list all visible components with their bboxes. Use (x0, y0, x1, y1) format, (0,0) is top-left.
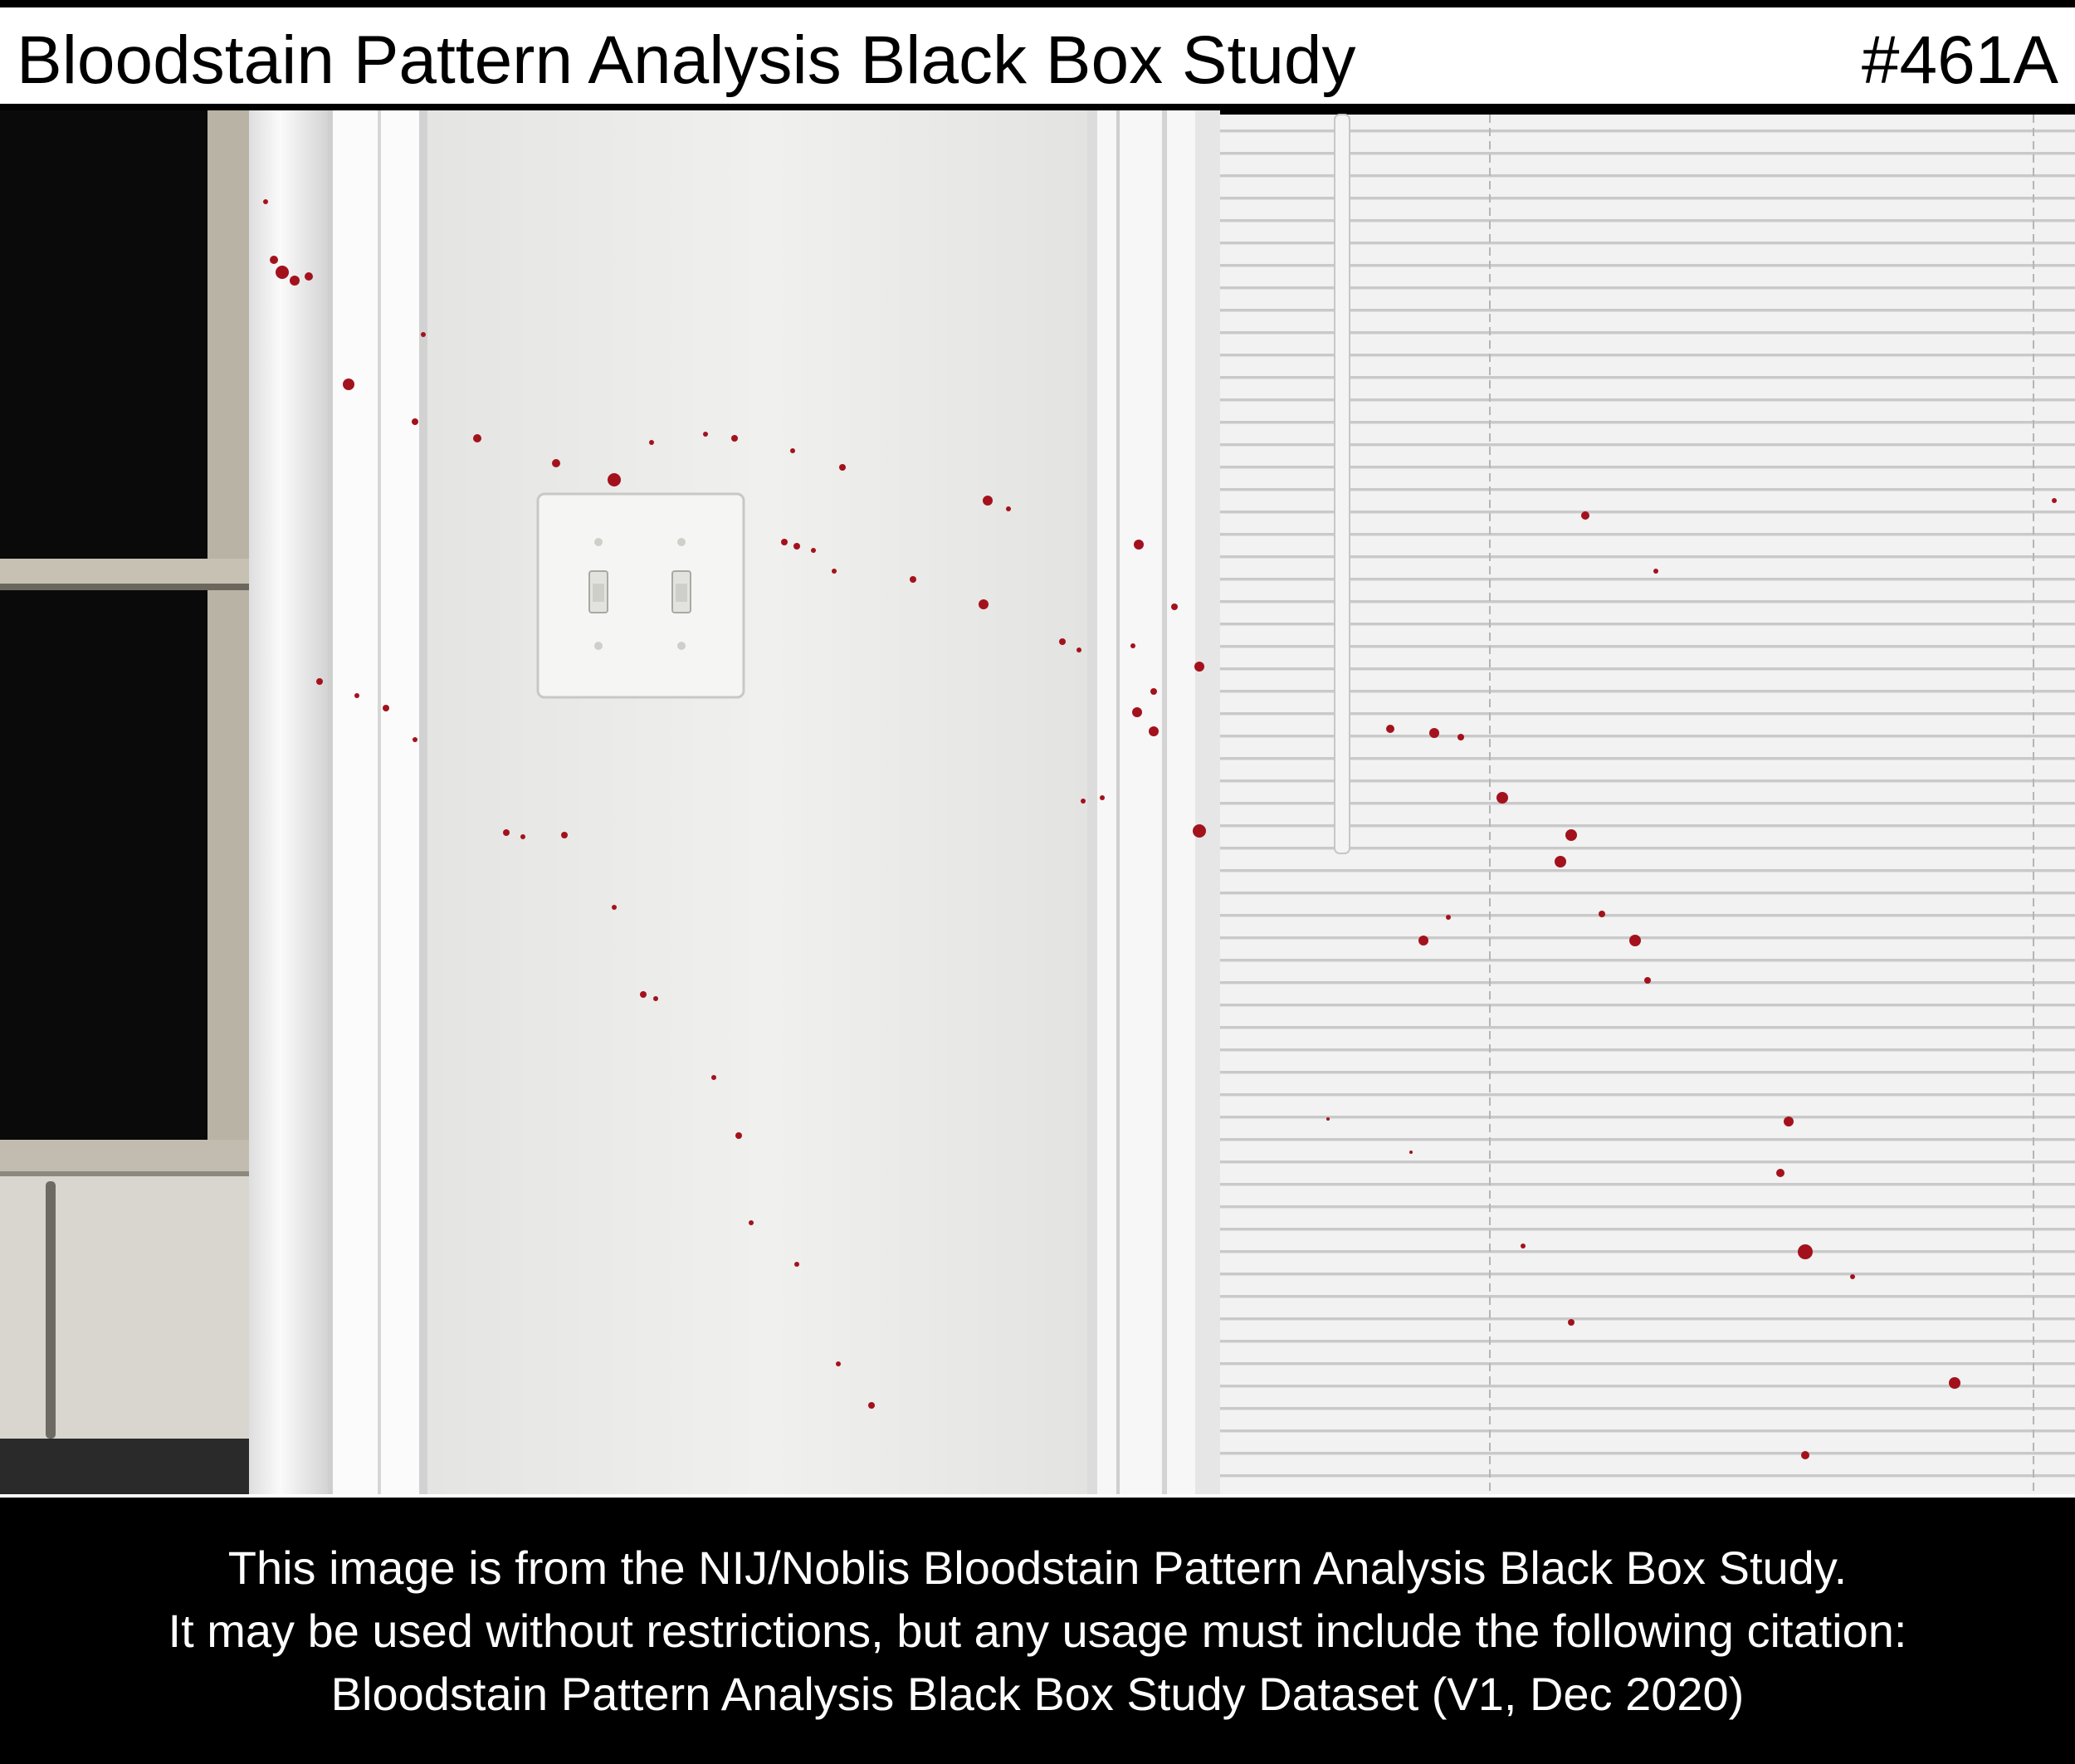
dark-window (0, 110, 328, 1494)
light-switch-plate (536, 492, 745, 699)
image-id: #461A (1861, 22, 2058, 98)
left-trim (249, 110, 427, 1494)
study-title: Bloodstain Pattern Analysis Black Box St… (17, 22, 1356, 98)
window-blinds (1220, 114, 2075, 1494)
citation-line-2: It may be used without restrictions, but… (168, 1604, 1907, 1657)
right-trim (1087, 110, 1220, 1494)
blood-spatter (263, 199, 2057, 1459)
citation-line-3: Bloodstain Pattern Analysis Black Box St… (330, 1667, 1745, 1720)
citation-footer: This image is from the NIJ/Noblis Bloods… (0, 1494, 2075, 1764)
citation-line-1: This image is from the NIJ/Noblis Bloods… (227, 1541, 1848, 1594)
header-bar: Bloodstain Pattern Analysis Black Box St… (0, 0, 2075, 110)
scene-photo (0, 110, 2075, 1494)
textured-wall (427, 110, 1108, 1494)
